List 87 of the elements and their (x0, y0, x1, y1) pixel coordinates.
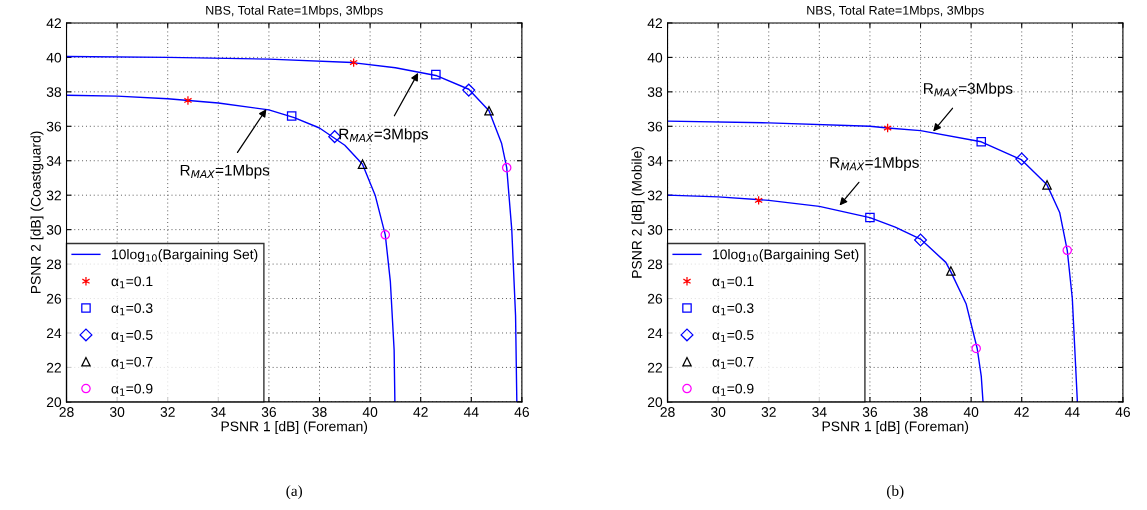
x-tick-label: 36 (862, 407, 878, 417)
legend-label: α$_{1}$=0.7 (712, 356, 754, 369)
y-tick-label: 28 (46, 259, 62, 270)
point (431, 69, 441, 80)
point (462, 83, 476, 97)
y-tick-label: 42 (647, 18, 662, 28)
point (914, 233, 928, 247)
x-axis-title: PSNR 1 [dB] (Foreman) (221, 421, 368, 435)
y-tick-label: 32 (647, 190, 662, 201)
line-series (66, 55, 518, 402)
y-axis-title: PSNR 2 [dB] (Coastguard) (30, 131, 44, 294)
x-tick-label: 40 (362, 407, 378, 417)
annotation: R$_{MAX}$=1Mbps (180, 164, 270, 179)
point (380, 230, 391, 240)
point (976, 137, 987, 147)
x-tick-label: 34 (812, 407, 827, 417)
x-tick-label: 30 (109, 407, 125, 417)
legend-label: α$_{1}$=0.3 (712, 303, 754, 316)
legend-label: α$_{1}$=0.5 (712, 330, 754, 343)
y-tick-label: 30 (46, 224, 62, 235)
point (183, 95, 193, 106)
x-tick-label: 38 (312, 407, 327, 417)
x-tick-label: 46 (1115, 407, 1131, 417)
annotation: R$_{MAX}$=3Mbps (339, 128, 428, 143)
x-tick-label: 40 (963, 407, 979, 417)
x-tick-label: 44 (1064, 407, 1080, 417)
text: (b) (887, 485, 904, 500)
point (1062, 245, 1073, 256)
point (484, 106, 494, 116)
annotation: R$_{MAX}$=1Mbps (830, 156, 919, 171)
x-tick-label: 42 (413, 407, 428, 417)
y-tick-label: 38 (46, 87, 62, 98)
y-tick-label: 22 (647, 362, 662, 373)
legend-label: α$_{1}$=0.1 (111, 276, 153, 289)
point (1042, 180, 1052, 190)
x-tick-label: 36 (261, 407, 277, 417)
y-tick-label: 34 (647, 156, 663, 166)
x-axis-title: PSNR 1 [dB] (Foreman) (822, 421, 969, 435)
text: (a) (286, 485, 303, 500)
y-tick-label: 36 (647, 121, 663, 132)
x-tick-label: 46 (514, 407, 529, 417)
chart-title: NBS, Total Rate=1Mbps, 3Mbps (807, 5, 984, 18)
x-tick-label: 30 (710, 407, 726, 417)
chart-title: NBS, Total Rate=1Mbps, 3Mbps (206, 5, 383, 18)
x-tick-label: 28 (59, 407, 74, 417)
annotation: R$_{MAX}$=3Mbps (924, 82, 1013, 97)
point (357, 159, 368, 169)
point (286, 111, 297, 121)
y-tick-label: 34 (46, 156, 62, 166)
x-tick-label: 32 (761, 407, 776, 417)
x-tick-label: 32 (160, 407, 175, 417)
line-series (667, 194, 984, 402)
x-tick-label: 44 (463, 407, 479, 417)
y-tick-label: 40 (647, 52, 663, 63)
x-tick-label: 42 (1014, 407, 1029, 417)
legend-label: 10log$_{10}$(Bargaining Set) (112, 249, 258, 263)
x-tick-label: 34 (211, 407, 226, 417)
y-tick-label: 20 (647, 397, 663, 408)
y-tick-label: 40 (46, 52, 62, 63)
y-tick-label: 28 (647, 259, 663, 270)
y-tick-label: 38 (647, 87, 663, 98)
legend-label: 10log$_{10}$(Bargaining Set) (713, 249, 859, 263)
y-tick-label: 22 (46, 362, 61, 373)
y-tick-label: 20 (46, 397, 62, 408)
y-tick-label: 26 (647, 293, 663, 304)
legend-label: α$_{1}$=0.9 (712, 383, 754, 396)
x-tick-label: 38 (913, 407, 928, 417)
legend-label: α$_{1}$=0.7 (111, 356, 153, 369)
legend-label: α$_{1}$=0.5 (111, 330, 153, 343)
line-series (667, 120, 1079, 402)
y-tick-label: 36 (46, 121, 62, 132)
y-tick-label: 26 (46, 293, 62, 304)
y-tick-label: 30 (647, 224, 663, 235)
point (501, 162, 512, 173)
y-tick-label: 24 (46, 328, 62, 339)
y-tick-label: 24 (647, 328, 663, 339)
point (971, 343, 981, 354)
y-tick-label: 42 (46, 18, 61, 28)
point (865, 212, 875, 223)
legend-label: α$_{1}$=0.3 (111, 303, 153, 316)
x-tick-label: 28 (660, 407, 675, 417)
point (946, 266, 956, 276)
point (1015, 152, 1029, 166)
legend-label: α$_{1}$=0.9 (111, 383, 153, 396)
legend-label: α$_{1}$=0.1 (712, 276, 754, 289)
y-tick-label: 32 (46, 190, 61, 201)
y-axis-title: PSNR 2 [dB] (Mobile) (631, 146, 645, 278)
